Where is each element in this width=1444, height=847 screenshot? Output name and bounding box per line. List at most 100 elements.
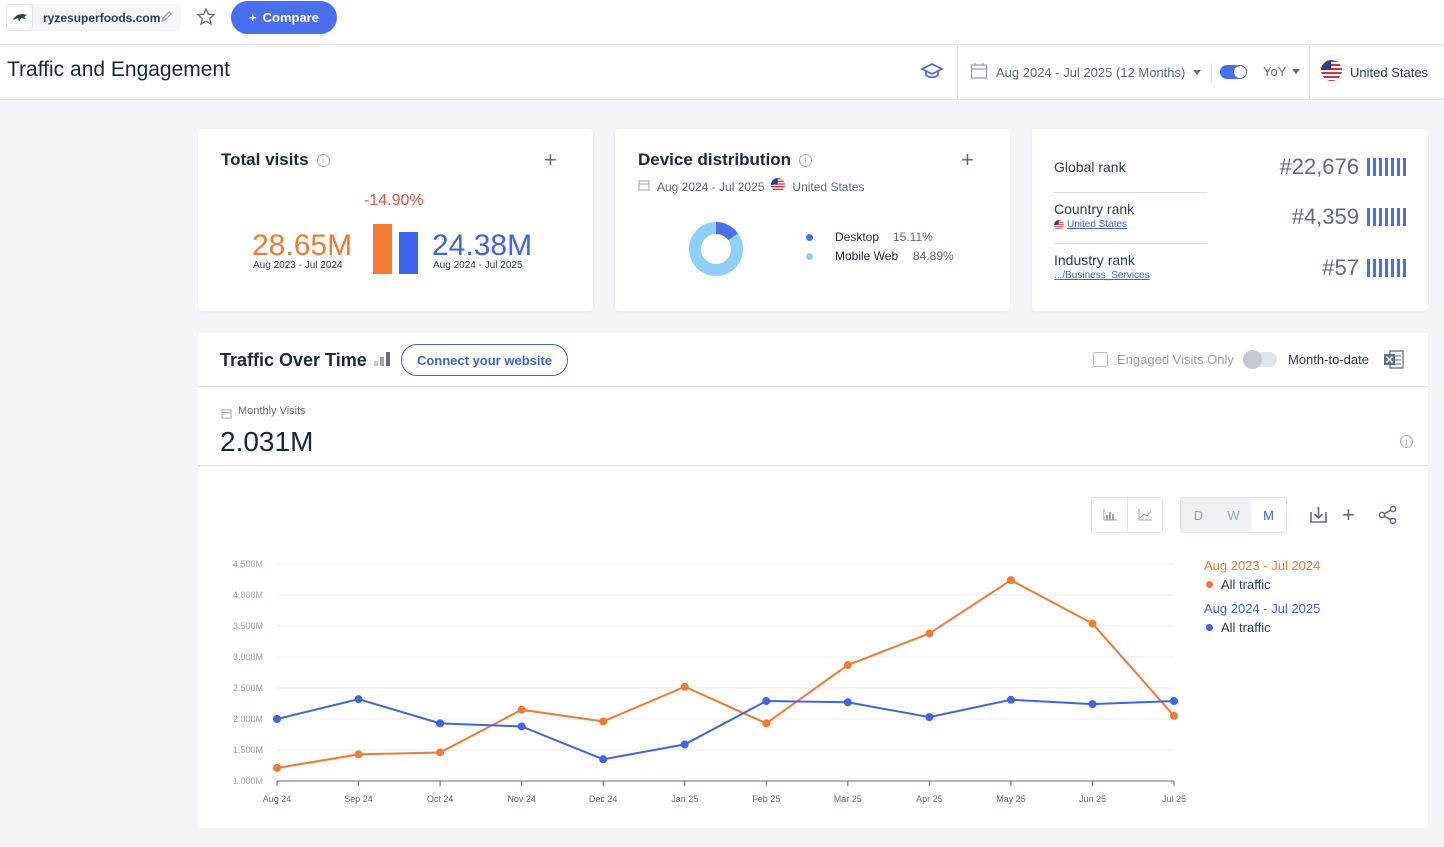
data-point: [1006, 576, 1015, 585]
series-line-0: [276, 578, 1175, 769]
granularity-month[interactable]: M: [1251, 498, 1286, 532]
excel-export-icon[interactable]: [1383, 349, 1404, 375]
device-distribution-card: Device distribution i + Aug 2024 - Jul 2…: [615, 129, 1010, 311]
star-icon[interactable]: [196, 7, 216, 32]
industry-rank-link[interactable]: .../Business_Services: [1054, 270, 1207, 281]
download-icon[interactable]: [1309, 505, 1328, 529]
info-icon[interactable]: i: [799, 153, 813, 167]
add-to-dashboard-icon[interactable]: +: [961, 147, 974, 172]
us-flag-icon: [1321, 60, 1342, 84]
line-chart-icon[interactable]: [1127, 498, 1162, 532]
info-icon[interactable]: i: [1400, 435, 1413, 448]
country-rank-link[interactable]: United States: [1054, 219, 1207, 230]
bar-levels-icon: [374, 352, 390, 371]
legend-label: Mobile Web: [835, 249, 899, 263]
x-tick-label: Sep 24: [344, 794, 373, 804]
connect-website-button[interactable]: Connect your website: [401, 344, 568, 376]
rank-bars-icon: [1367, 259, 1406, 277]
data-point: [1088, 619, 1097, 628]
edit-pencil-icon[interactable]: [160, 10, 173, 28]
data-point: [354, 750, 363, 759]
x-tick-label: Jul 25: [1162, 794, 1186, 804]
date-range-picker[interactable]: Aug 2024 - Jul 2025 (12 Months): [970, 62, 1202, 83]
legend-series-prev: Aug 2023 - Jul 2024 All traffic: [1204, 558, 1320, 592]
site-selector[interactable]: ryzesuperfoods.com: [6, 4, 181, 31]
monthly-visits-value: 2.031M: [220, 426, 314, 457]
x-tick-label: Apr 25: [916, 794, 943, 804]
curr-visits-value: 24.38M: [432, 229, 533, 262]
data-point: [273, 715, 281, 723]
data-point: [599, 717, 608, 726]
divider: [1054, 192, 1207, 193]
month-to-date-label: Month-to-date: [1288, 352, 1369, 367]
traffic-over-time-title: Traffic Over Time: [220, 350, 367, 371]
top-bar: ryzesuperfoods.com + Compare: [0, 0, 1444, 45]
compare-button[interactable]: + Compare: [231, 1, 337, 34]
divider: [957, 45, 958, 100]
granularity-week[interactable]: W: [1227, 507, 1240, 523]
curr-period-label: Aug 2024 - Jul 2025: [433, 260, 523, 271]
legend-item[interactable]: All traffic: [1204, 620, 1320, 635]
data-point: [436, 719, 445, 728]
y-tick-label: 4.500M: [233, 559, 263, 569]
legend-dot: [1206, 624, 1213, 631]
industry-rank-row: Industry rank .../Business_Services: [1054, 252, 1207, 281]
device-distribution-title: Device distribution i: [638, 150, 813, 170]
monthly-visits-section: Monthly Visits 2.031M i: [198, 388, 1428, 466]
country-rank-value: #4,359: [1291, 204, 1359, 229]
chevron-down-icon: [1193, 70, 1202, 75]
data-point: [680, 682, 689, 691]
bar-chart-icon[interactable]: [1092, 498, 1127, 532]
y-tick-label: 2.000M: [233, 714, 263, 724]
info-icon[interactable]: i: [316, 153, 330, 167]
y-tick-label: 4.000M: [233, 590, 263, 600]
total-visits-title: Total visits i: [221, 150, 330, 170]
traffic-over-time-header: Traffic Over Time Connect your website E…: [198, 333, 1428, 387]
yoy-toggle[interactable]: [1220, 65, 1247, 79]
divider: [1054, 243, 1207, 244]
month-to-date-toggle[interactable]: [1243, 350, 1277, 369]
us-flag-icon: [1054, 219, 1064, 230]
comparison-dropdown[interactable]: YoY: [1263, 64, 1301, 79]
rank-label: Global rank: [1054, 159, 1126, 175]
x-tick-label: Aug 24: [263, 794, 292, 804]
compare-label: Compare: [262, 10, 319, 25]
legend-label: All traffic: [1221, 577, 1271, 592]
device-meta: Aug 2024 - Jul 2025 United States: [638, 178, 864, 195]
calendar-icon: [221, 406, 232, 424]
country-selector[interactable]: United States: [1321, 60, 1428, 84]
prev-visits-value: 28.65M: [252, 229, 353, 262]
share-icon[interactable]: [1378, 505, 1398, 530]
y-tick-label: 2.500M: [233, 683, 263, 693]
us-flag-icon: [771, 178, 786, 195]
plus-icon: +: [249, 10, 257, 25]
add-to-dashboard-icon[interactable]: +: [544, 147, 557, 172]
legend-item[interactable]: All traffic: [1204, 577, 1320, 592]
data-point: [1170, 697, 1178, 706]
legend-period: Aug 2024 - Jul 2025: [1204, 601, 1321, 616]
data-point: [843, 661, 852, 670]
site-logo-icon: [6, 4, 33, 31]
rank-label: Industry rank: [1054, 252, 1135, 268]
graduation-cap-icon[interactable]: [920, 62, 944, 85]
rank-label: Country rank: [1054, 201, 1135, 217]
legend-series-curr: Aug 2024 - Jul 2025 All traffic: [1204, 601, 1320, 635]
add-icon[interactable]: +: [1342, 502, 1355, 527]
granularity-switch: D W M: [1180, 497, 1287, 533]
engaged-visits-checkbox[interactable]: [1093, 352, 1108, 367]
device-country: United States: [792, 179, 865, 194]
calendar-icon: [638, 179, 650, 194]
x-tick-label: May 25: [996, 794, 1026, 804]
granularity-day[interactable]: D: [1193, 507, 1204, 523]
x-tick-label: Oct 24: [427, 794, 454, 804]
legend-label: All traffic: [1221, 620, 1271, 635]
x-tick-label: Jun 25: [1079, 794, 1106, 804]
data-point: [680, 740, 689, 749]
card-title-text: Total visits: [221, 150, 309, 169]
card-title-text: Device distribution: [638, 150, 792, 169]
x-tick-label: Feb 25: [752, 794, 780, 804]
legend-mobile: Mobile Web 84.89%: [806, 249, 954, 263]
chart-type-switch: [1091, 497, 1163, 533]
data-point: [517, 722, 526, 731]
prev-visits-bar: [373, 224, 392, 274]
